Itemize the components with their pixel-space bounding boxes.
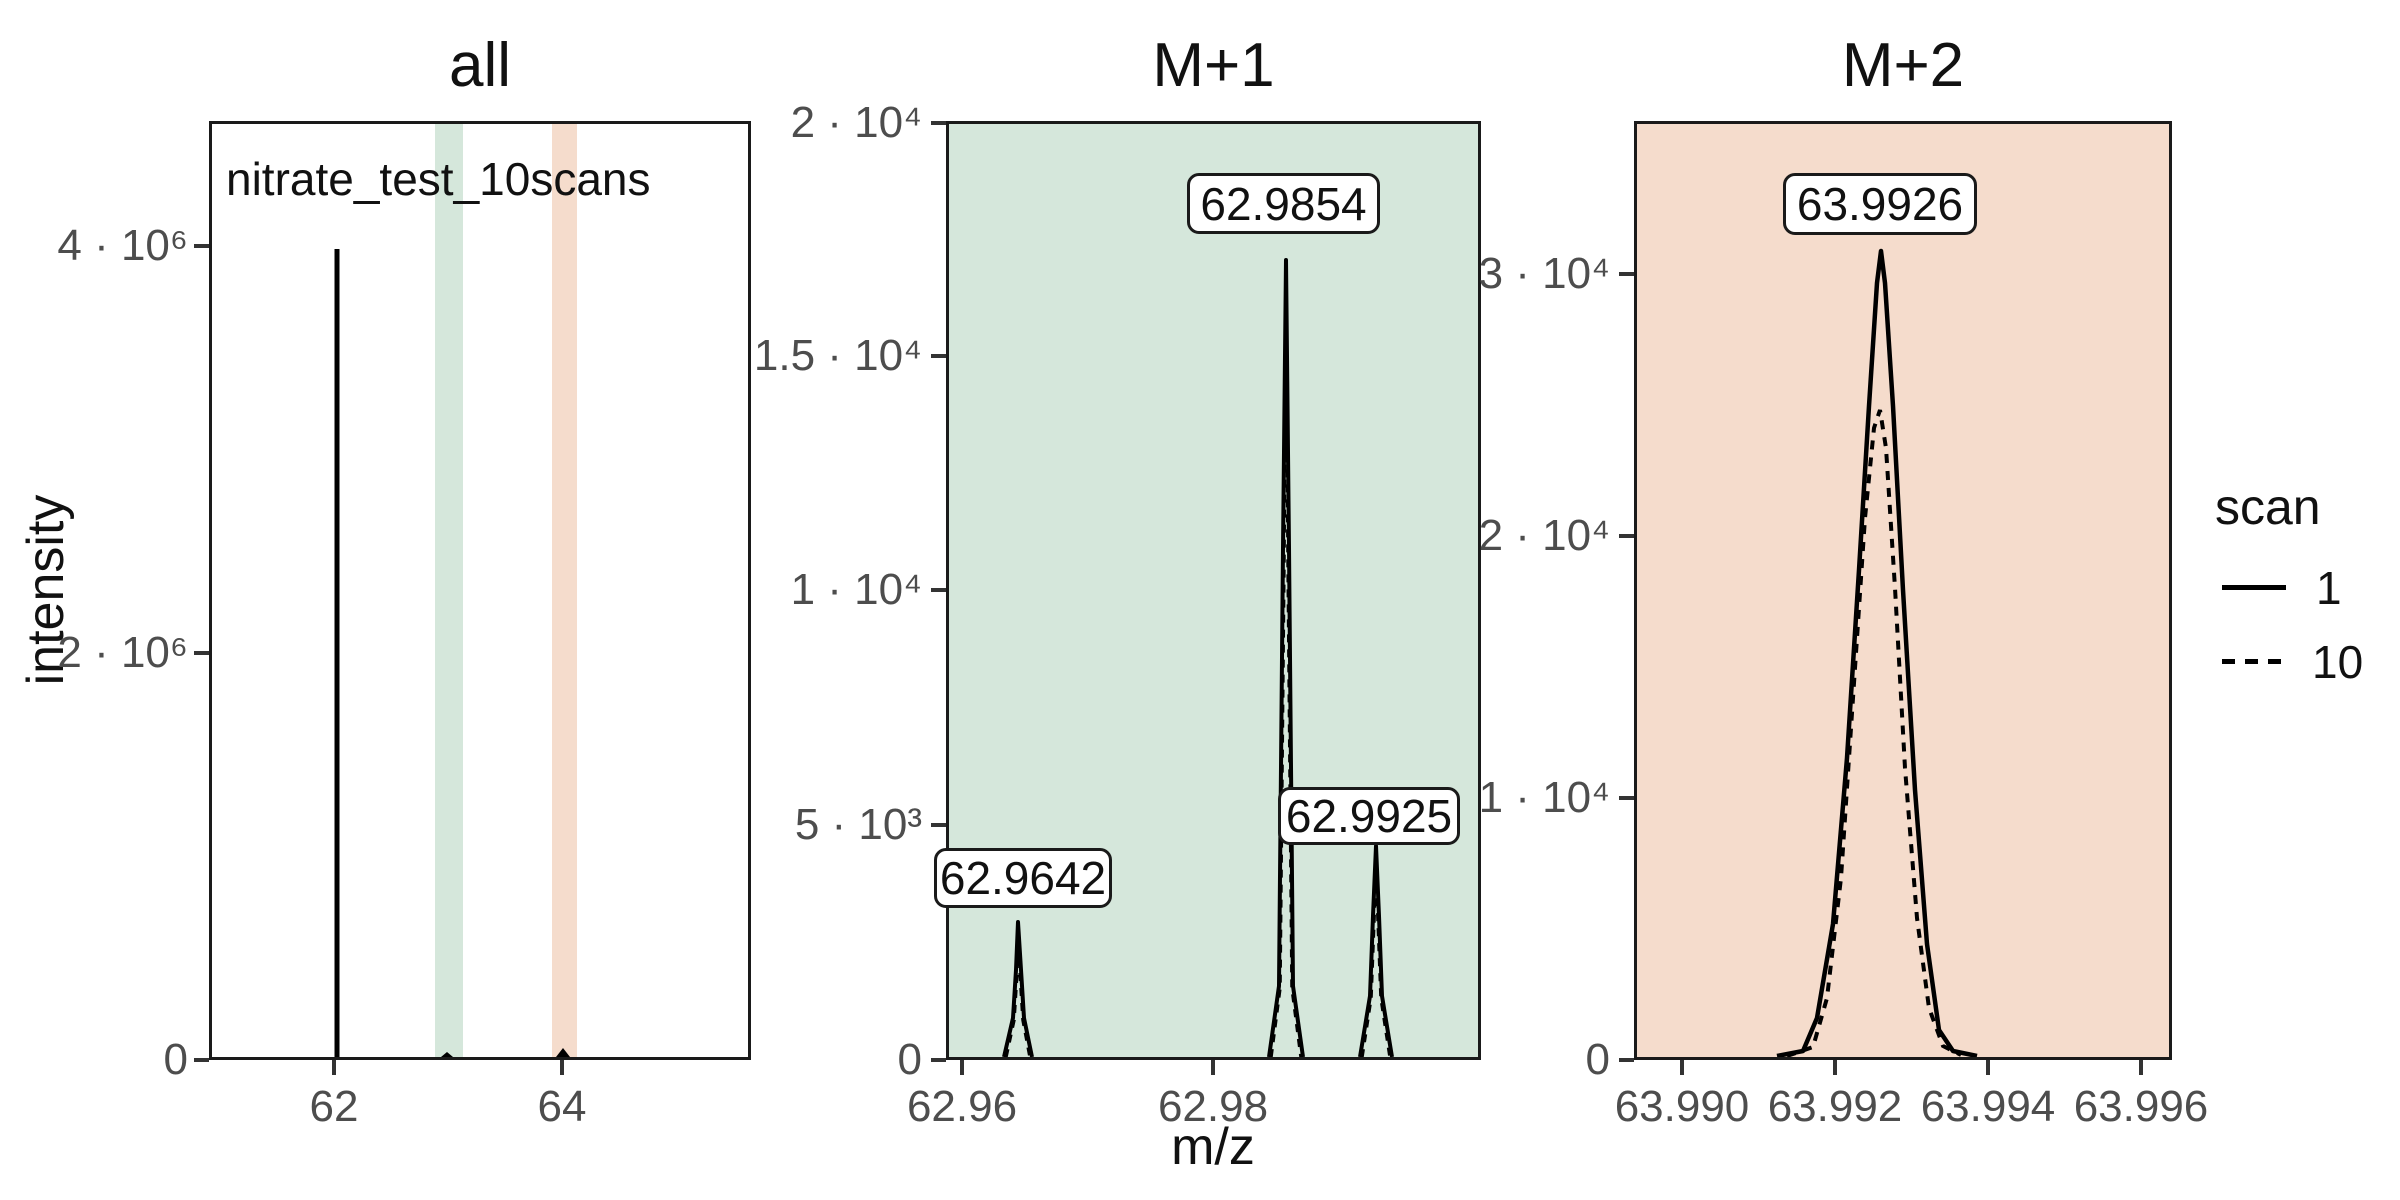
y-tick (931, 1058, 946, 1062)
spectrum-m-plus-1-plot (1002, 258, 1394, 1057)
legend-key-solid-line (2222, 585, 2286, 590)
y-tick (931, 588, 946, 592)
panel-m-plus-1 (946, 121, 1481, 1060)
y-tick (1619, 534, 1634, 538)
y-tick-label: 5 · 10³ (794, 800, 922, 849)
peak-63-9926-scan10 (1786, 409, 1962, 1057)
legend-key-dashed-line (2222, 659, 2286, 664)
peak-62-9854-scan10 (1269, 275, 1303, 1057)
y-tick (1619, 796, 1634, 800)
peak-label-62-9854: 62.9854 (1187, 173, 1380, 234)
y-tick (931, 823, 946, 827)
m-plus-2-highlight-band (552, 124, 577, 1057)
x-tick (1986, 1060, 1990, 1075)
y-tick-label: 1 · 10⁴ (790, 565, 922, 614)
x-tick (1833, 1060, 1837, 1075)
legend-title: scan (2215, 479, 2321, 535)
peak-63-9926-scan1 (1776, 248, 1978, 1057)
x-tick (560, 1060, 564, 1075)
x-tick (1680, 1060, 1684, 1075)
x-tick-label: 63.992 (1767, 1082, 1903, 1131)
y-tick (931, 121, 946, 125)
m-plus-1-highlight-band (435, 124, 463, 1057)
peak-label-62-9925: 62.9925 (1278, 787, 1460, 845)
y-tick-label: 1.5 · 10⁴ (753, 331, 922, 380)
x-tick-label: 62 (309, 1082, 359, 1131)
peak-m2-tiny (556, 1048, 570, 1057)
y-tick-label: 0 (897, 1035, 922, 1084)
y-axis-title: intensity (17, 494, 75, 686)
peak-m1-tiny (441, 1052, 453, 1057)
spectrum-m-plus-2-plot (1776, 248, 1978, 1057)
peak-label-62-9642: 62.9642 (934, 848, 1112, 908)
x-tick (1211, 1060, 1215, 1075)
legend-entry-scan-1: 1 (2316, 562, 2342, 614)
peak-label-63-9926: 63.9926 (1783, 173, 1977, 235)
x-tick-label: 63.996 (2073, 1082, 2209, 1131)
panel-m-plus-2 (1634, 121, 2172, 1060)
y-tick (194, 1058, 209, 1062)
legend-entry-scan-10: 10 (2312, 636, 2364, 688)
y-tick (194, 651, 209, 655)
x-tick-label: 63.990 (1614, 1082, 1750, 1131)
x-tick (960, 1060, 964, 1075)
y-tick (1619, 1058, 1634, 1062)
y-tick (931, 354, 946, 358)
x-tick-label: 63.994 (1920, 1082, 2056, 1131)
peak-62-9925-scan10 (1360, 857, 1392, 1057)
facet-title-all: all (448, 31, 512, 100)
y-tick (194, 244, 209, 248)
y-tick-label: 0 (1585, 1035, 1610, 1084)
facet-title-m-plus-1: M+1 (1152, 31, 1275, 100)
y-tick-label: 2 · 10⁴ (790, 98, 922, 147)
sample-annotation: nitrate_test_10scans (226, 153, 651, 205)
y-tick-label: 4 · 10⁶ (57, 221, 188, 270)
x-tick (332, 1060, 336, 1075)
x-tick-label: 62.96 (906, 1082, 1018, 1131)
y-tick-label: 2 · 10⁴ (1478, 511, 1610, 560)
x-tick-label: 64 (537, 1082, 587, 1131)
peak-62-9642-scan10 (1004, 932, 1032, 1057)
facet-title-m-plus-2: M+2 (1841, 31, 1965, 100)
x-axis-title: m/z (1171, 1118, 1255, 1176)
y-tick-label: 2 · 10⁶ (57, 628, 188, 677)
y-tick-label: 0 (163, 1035, 188, 1084)
y-tick-label: 1 · 10⁴ (1478, 773, 1610, 822)
x-tick-label: 62.98 (1157, 1082, 1269, 1131)
spectrum-all-plot (334, 249, 570, 1057)
y-tick (1619, 272, 1634, 276)
y-tick-label: 3 · 10⁴ (1478, 249, 1610, 298)
x-tick (2139, 1060, 2143, 1075)
panel-all: nitrate_test_10scans (209, 121, 751, 1060)
